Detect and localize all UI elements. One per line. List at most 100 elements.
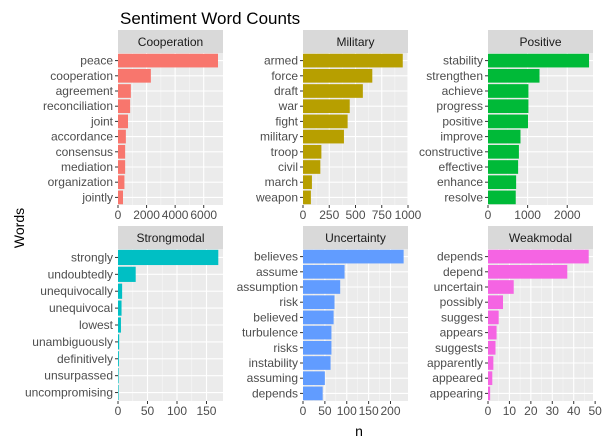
bar-unsurpassed: [118, 368, 119, 384]
facet-strip: [488, 30, 593, 53]
bar-depend: [488, 264, 568, 279]
bar-depends: [488, 249, 589, 264]
bar-force: [303, 68, 373, 83]
bar-consensus: [118, 144, 126, 159]
x-tick-label: 20: [524, 404, 538, 418]
facet-panel-positive: Positive 0 1000 2000 stabilitystrengthenachi…: [419, 30, 593, 222]
category-label: accordance: [51, 130, 113, 144]
bar-suggests: [488, 340, 496, 355]
facet-panel-cooperation: Cooperation 0 2000 4000 6000 peacecooperation…: [43, 30, 223, 222]
bar-appears: [488, 325, 497, 340]
x-tick-label: 0: [300, 208, 307, 222]
bar-undoubtedly: [118, 266, 136, 282]
bar-agreement: [118, 84, 131, 98]
x-tick-label: 1000: [395, 208, 422, 222]
bar-troop: [303, 144, 322, 159]
category-label: weapon: [255, 190, 298, 204]
category-label: definitively: [57, 352, 113, 366]
category-label: undoubtedly: [48, 267, 113, 281]
bar-jointly: [118, 190, 123, 205]
category-label: instability: [249, 356, 298, 370]
bar-risks: [303, 340, 332, 355]
facet-strip-label: Cooperation: [138, 35, 203, 49]
category-label: stability: [443, 54, 483, 68]
category-label: suggests: [435, 341, 483, 355]
x-tick-label: 150: [196, 404, 216, 418]
category-label: appears: [440, 326, 483, 340]
x-tick-label: 6000: [190, 208, 217, 222]
bar-weapon: [303, 190, 311, 205]
category-label: troop: [271, 145, 299, 159]
bar-effective: [488, 160, 519, 174]
category-label: peace: [80, 54, 113, 68]
facet-strip-label: Uncertainty: [325, 231, 386, 245]
facet-panel-weakmodal: Weakmodal 0 10 20 30 40 50 dependsdependuncerta…: [427, 226, 602, 418]
bar-unequivocally: [118, 283, 123, 299]
bar-strongly: [118, 249, 219, 266]
category-label: turbulence: [242, 326, 298, 340]
x-tick-label: 250: [319, 208, 339, 222]
category-label: risks: [273, 341, 298, 355]
category-label: strongly: [71, 250, 113, 264]
x-tick-label: 0: [115, 208, 122, 222]
x-tick-label: 30: [546, 404, 560, 418]
category-label: positive: [442, 114, 483, 128]
facet-strip: [118, 30, 223, 53]
category-label: civil: [278, 160, 298, 174]
bar-joint: [118, 114, 128, 129]
x-tick-label: 50: [141, 404, 155, 418]
bar-turbulence: [303, 325, 332, 340]
category-label: appearing: [430, 386, 483, 400]
category-label: effective: [439, 160, 484, 174]
bar-enhance: [488, 175, 517, 190]
facet-strip-label: Positive: [519, 35, 561, 49]
bar-appearing: [488, 386, 491, 401]
category-label: assume: [256, 265, 298, 279]
bar-civil: [303, 160, 321, 174]
category-label: unequivocal: [49, 301, 113, 315]
x-tick-label: 150: [359, 404, 379, 418]
x-axis-label: n: [355, 423, 363, 439]
category-label: achieve: [442, 84, 484, 98]
bar-believes: [303, 249, 404, 264]
category-label: reconciliation: [43, 99, 113, 113]
category-label: risk: [279, 295, 299, 309]
y-axis-label: Words: [11, 208, 27, 248]
bar-armed: [303, 53, 403, 68]
x-tick-label: 0: [300, 404, 307, 418]
category-label: agreement: [56, 84, 114, 98]
bar-accordance: [118, 129, 126, 144]
bar-organization: [118, 175, 125, 190]
category-label: assumption: [237, 280, 298, 294]
bar-fight: [303, 114, 348, 129]
bar-unequivocal: [118, 300, 122, 316]
x-tick-label: 50: [318, 404, 332, 418]
bar-positive: [488, 114, 529, 129]
x-tick-label: 500: [345, 208, 365, 222]
bar-war: [303, 99, 350, 114]
category-label: consensus: [56, 145, 113, 159]
bar-march: [303, 175, 312, 190]
category-label: depends: [437, 250, 483, 264]
category-label: possibly: [440, 295, 483, 309]
bar-constructive: [488, 144, 519, 159]
bar-military: [303, 129, 344, 144]
bar-depends: [303, 386, 323, 401]
bar-cooperation: [118, 68, 151, 83]
category-label: military: [260, 130, 298, 144]
category-label: believed: [253, 310, 298, 324]
category-label: resolve: [444, 190, 483, 204]
bar-uncompromising: [118, 384, 119, 401]
category-label: fight: [275, 114, 298, 128]
bar-appeared: [488, 371, 493, 386]
category-label: draft: [274, 84, 299, 98]
category-label: depends: [252, 386, 298, 400]
bar-improve: [488, 129, 521, 144]
category-label: organization: [48, 175, 113, 189]
bar-risk: [303, 295, 335, 310]
bar-instability: [303, 356, 331, 370]
category-label: uncompromising: [25, 386, 113, 400]
bar-mediation: [118, 160, 126, 174]
